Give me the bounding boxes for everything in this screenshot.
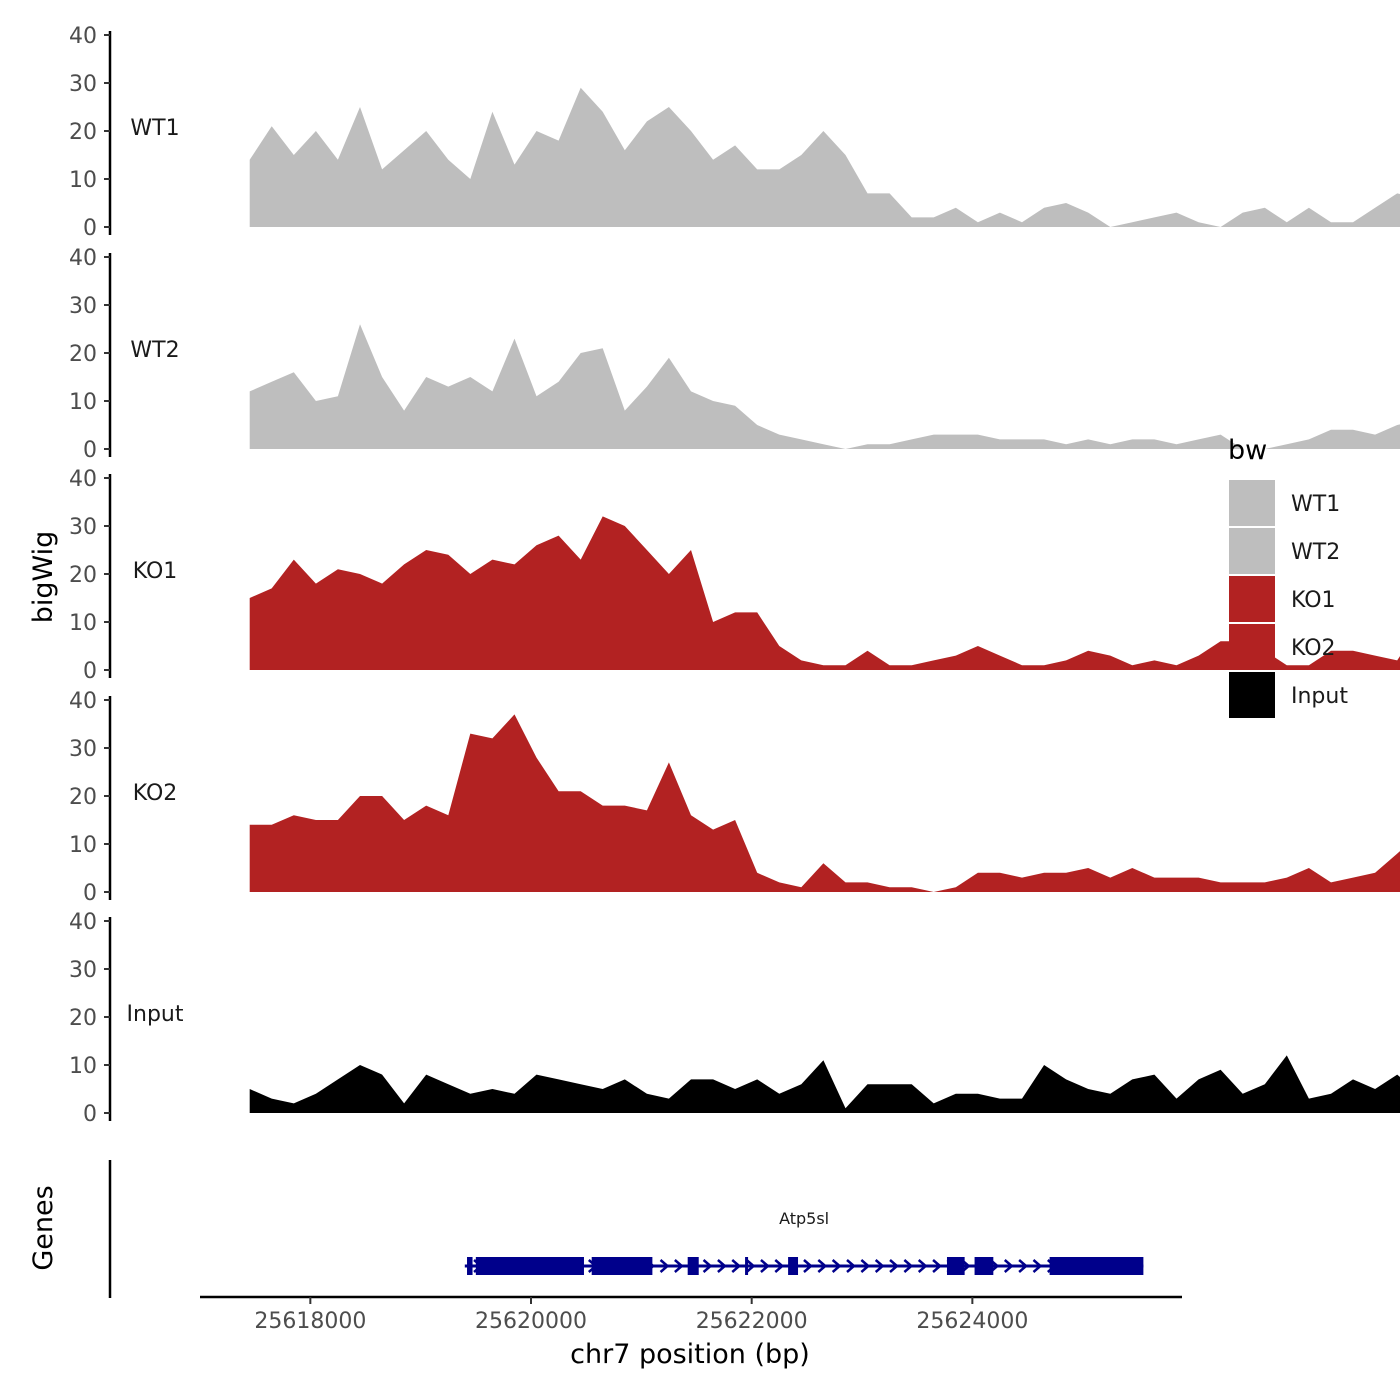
legend-swatch-wt2 [1229, 528, 1275, 574]
y-tick-label: 20 [69, 342, 97, 367]
y-tick-label: 20 [69, 120, 97, 145]
x-axis-title: chr7 position (bp) [570, 1339, 810, 1370]
coverage-area-ko2 [249, 714, 1400, 892]
track-label: KO2 [133, 781, 178, 806]
y-tick-label: 10 [69, 168, 97, 193]
strand-arrow-icon [803, 1259, 813, 1273]
legend-label-wt1: WT1 [1291, 492, 1340, 517]
coverage-area-input [249, 1055, 1400, 1113]
y-tick-label: 0 [83, 659, 97, 684]
strand-arrow-icon [831, 1259, 842, 1273]
legend-swatch-input [1229, 672, 1275, 718]
strand-arrow-icon [903, 1259, 914, 1273]
legend-swatch-ko1 [1229, 576, 1275, 622]
legend: bw WT1 WT2 KO1 KO2 Input [1228, 435, 1348, 718]
gene-exon [591, 1257, 653, 1275]
track-label: WT1 [130, 116, 179, 141]
gene-exon [475, 1257, 584, 1275]
x-tick-label: 25618000 [254, 1309, 366, 1334]
gene-exon [745, 1257, 749, 1275]
strand-arrow-icon [717, 1259, 727, 1273]
y-axis-title: bigWig [28, 531, 59, 624]
track-panel-input: 0 10 20 30 40 Input [69, 910, 1400, 1127]
track-panels: 0 10 20 30 40 WT1 0 10 20 30 40 WT2 0 10 20 30 40 KO1 0 10 2… [69, 24, 1400, 1127]
legend-label-ko2: KO2 [1291, 636, 1336, 661]
y-tick-label: 10 [69, 1054, 97, 1079]
strand-arrow-icon [817, 1259, 828, 1273]
y-tick-label: 30 [69, 958, 97, 983]
strand-arrow-icon [860, 1259, 871, 1273]
y-tick-label: 10 [69, 390, 97, 415]
coverage-area-ko1 [249, 516, 1400, 670]
gene-exon [687, 1257, 699, 1275]
track-panel-ko2: 0 10 20 30 40 KO2 [69, 689, 1400, 906]
y-tick-label: 30 [69, 72, 97, 97]
legend-label-wt2: WT2 [1291, 540, 1340, 565]
strand-arrow-icon [659, 1259, 670, 1273]
strand-arrow-icon [874, 1259, 885, 1273]
gene-exon [467, 1257, 473, 1275]
track-panel-wt1: 0 10 20 30 40 WT1 [69, 24, 1400, 241]
strand-arrow-icon [932, 1259, 942, 1273]
gene-exon [946, 1257, 965, 1275]
legend-swatch-ko2 [1229, 624, 1275, 670]
strand-arrow-icon [1018, 1259, 1029, 1273]
legend-label-ko1: KO1 [1291, 588, 1336, 613]
x-tick-label: 25622000 [696, 1309, 808, 1334]
gene-exon [974, 1257, 994, 1275]
strand-arrow-icon [745, 1259, 756, 1273]
y-tick-label: 40 [69, 467, 97, 492]
y-tick-label: 30 [69, 515, 97, 540]
y-tick-label: 20 [69, 785, 97, 810]
strand-arrow-icon [702, 1259, 713, 1273]
strand-arrow-icon [917, 1259, 928, 1273]
strand-arrow-icon [731, 1259, 742, 1273]
y-tick-label: 10 [69, 611, 97, 636]
y-tick-label: 40 [69, 246, 97, 271]
track-panel-ko1: 0 10 20 30 40 KO1 [69, 467, 1400, 684]
gene-name-label: Atp5sl [779, 1209, 829, 1228]
coverage-area-wt1 [249, 87, 1400, 227]
gene-exon [1049, 1257, 1144, 1275]
gene-track-title: Genes [28, 1185, 59, 1270]
x-tick-label: 25624000 [916, 1309, 1028, 1334]
y-tick-label: 0 [83, 438, 97, 463]
y-tick-label: 40 [69, 24, 97, 49]
y-tick-label: 40 [69, 689, 97, 714]
y-tick-label: 20 [69, 1006, 97, 1031]
strand-arrow-icon [1003, 1259, 1014, 1273]
strand-arrow-icon [1032, 1259, 1043, 1273]
strand-arrow-icon [760, 1259, 770, 1273]
x-axis: 25618000 25620000 25622000 25624000 [200, 1295, 1182, 1334]
strand-arrow-icon [674, 1259, 684, 1273]
y-tick-label: 30 [69, 737, 97, 762]
legend-label-input: Input [1291, 684, 1348, 709]
y-tick-label: 10 [69, 833, 97, 858]
gene-exon [788, 1257, 799, 1275]
y-tick-label: 40 [69, 910, 97, 935]
y-tick-label: 30 [69, 294, 97, 319]
y-tick-label: 0 [83, 1102, 97, 1127]
y-tick-label: 0 [83, 881, 97, 906]
track-panel-wt2: 0 10 20 30 40 WT2 [69, 246, 1400, 463]
strand-arrow-icon [846, 1259, 856, 1273]
track-label: KO1 [133, 559, 178, 584]
coverage-area-wt2 [249, 324, 1400, 449]
y-tick-label: 20 [69, 563, 97, 588]
y-tick-label: 0 [83, 216, 97, 241]
track-label: WT2 [130, 338, 179, 363]
strand-arrow-icon [774, 1259, 785, 1273]
legend-swatch-wt1 [1229, 480, 1275, 526]
gene-track: Genes Atp5sl [28, 1160, 1144, 1298]
legend-title: bw [1228, 435, 1267, 466]
track-label: Input [127, 1002, 184, 1027]
strand-arrow-icon [889, 1259, 899, 1273]
x-tick-label: 25620000 [475, 1309, 587, 1334]
